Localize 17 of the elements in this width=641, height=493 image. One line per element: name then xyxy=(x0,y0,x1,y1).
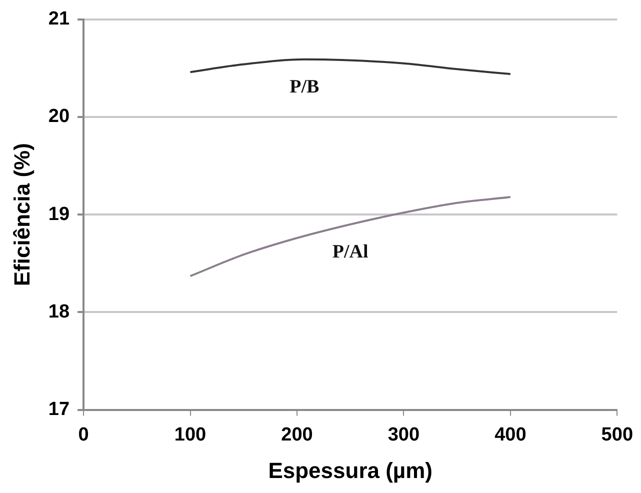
y-tick-label: 18 xyxy=(48,301,70,322)
x-tick-label: 500 xyxy=(601,424,633,446)
line-series xyxy=(189,58,512,76)
x-axis-title: Espessura (µm) xyxy=(268,458,432,483)
y-axis-title: Eficiência (%) xyxy=(9,143,34,286)
y-tick-label: 17 xyxy=(48,399,70,420)
series-label: P/B xyxy=(290,76,320,98)
x-tick-label: 300 xyxy=(388,424,420,446)
y-tick-label: 21 xyxy=(48,8,70,30)
x-tick-label: 400 xyxy=(494,424,526,446)
line-series xyxy=(189,196,512,278)
x-tick-label: 0 xyxy=(78,424,89,446)
y-tick-label: 20 xyxy=(48,106,70,128)
x-tick-label: 200 xyxy=(281,424,313,446)
series-label: P/Al xyxy=(332,241,368,262)
x-tick-label: 100 xyxy=(174,424,206,446)
y-tick-label: 19 xyxy=(48,204,70,225)
